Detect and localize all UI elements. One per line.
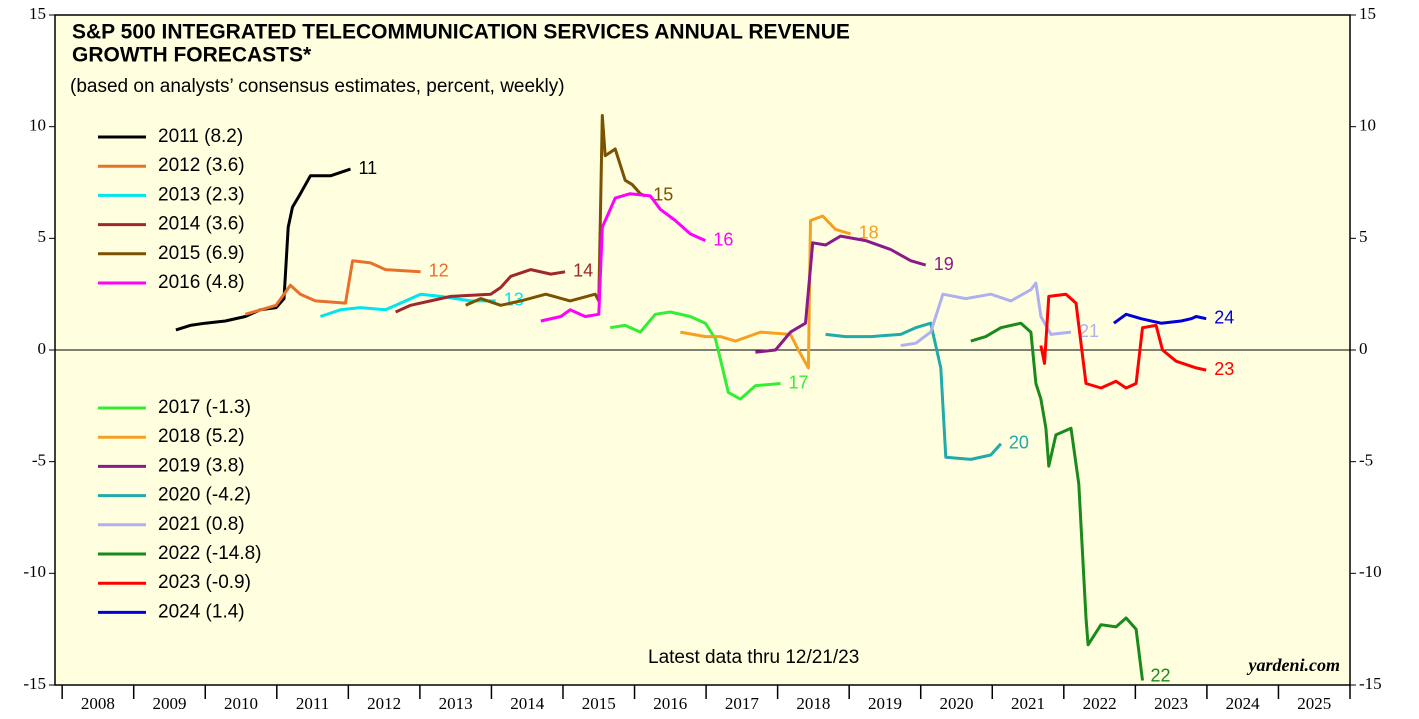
legend-label: 2019 (3.8)	[158, 455, 245, 476]
x-tick-label: 2011	[296, 694, 329, 713]
x-tick-label: 2013	[439, 694, 473, 713]
series-line	[825, 321, 1003, 461]
chart-title: GROWTH FORECASTS*	[72, 44, 312, 67]
legend-label: 2023 (-0.9)	[158, 572, 251, 593]
x-tick-label: 2010	[224, 694, 258, 713]
y2-tick-label: 10	[1359, 116, 1376, 135]
y-tick-label: 5	[38, 227, 47, 246]
end-label: 12	[429, 261, 449, 281]
series-line	[319, 292, 496, 318]
x-tick-label: 2014	[510, 694, 545, 713]
series-line	[394, 268, 566, 314]
x-tick-label: 2025	[1297, 694, 1331, 713]
legend-label: 2014 (3.6)	[158, 214, 245, 235]
y2-tick-label: 5	[1359, 227, 1368, 246]
x-tick-label: 2019	[868, 694, 902, 713]
legend-label: 2021 (0.8)	[158, 514, 245, 535]
y-tick-label: 15	[29, 4, 46, 23]
legend-label: 2011 (8.2)	[158, 126, 243, 147]
end-label: 23	[1214, 359, 1234, 379]
source: yardeni.com	[1247, 655, 1341, 675]
x-tick-label: 2024	[1226, 694, 1261, 713]
legend-label: 2017 (-1.3)	[158, 397, 251, 418]
legend-label: 2020 (-4.2)	[158, 485, 251, 506]
y2-tick-label: 0	[1359, 339, 1368, 358]
y2-tick-label: -10	[1359, 562, 1382, 581]
x-tick-label: 2017	[725, 694, 760, 713]
y-tick-label: 0	[38, 339, 47, 358]
series-line	[680, 214, 852, 370]
legend-label: 2012 (3.6)	[158, 155, 245, 176]
legend-label: 2022 (-14.8)	[158, 543, 262, 564]
end-label: 21	[1079, 321, 1099, 341]
end-label: 20	[1009, 433, 1029, 453]
series-line	[1113, 312, 1207, 325]
x-tick-label: 2016	[653, 694, 687, 713]
y-tick-label: -5	[32, 451, 46, 470]
y2-tick-label: 15	[1359, 4, 1376, 23]
series-line	[244, 259, 421, 316]
legend-label: 2018 (5.2)	[158, 426, 245, 447]
chart-title: S&P 500 INTEGRATED TELECOMMUNICATION SER…	[72, 21, 850, 44]
series-line	[540, 192, 707, 323]
end-label: 17	[788, 372, 808, 392]
series-line	[900, 281, 1072, 347]
x-tick-label: 2012	[367, 694, 401, 713]
x-tick-label: 2022	[1083, 694, 1117, 713]
x-tick-label: 2018	[796, 694, 830, 713]
legend-label: 2024 (1.4)	[158, 601, 245, 622]
y2-tick-label: -15	[1359, 674, 1382, 693]
y-tick-label: 10	[29, 116, 46, 135]
x-tick-label: 2008	[81, 694, 115, 713]
x-tick-label: 2020	[939, 694, 973, 713]
end-label: 22	[1151, 665, 1171, 685]
end-label: 15	[653, 185, 673, 205]
y2-tick-label: -5	[1359, 451, 1373, 470]
series-line	[1039, 292, 1207, 390]
end-label: 16	[713, 229, 733, 249]
y-tick-label: -15	[23, 674, 46, 693]
series-line	[755, 234, 927, 354]
x-tick-label: 2021	[1011, 694, 1045, 713]
series-line	[175, 167, 351, 332]
legend-label: 2016 (4.8)	[158, 272, 245, 293]
end-label: 11	[358, 158, 377, 178]
end-label: 18	[859, 223, 879, 243]
x-tick-label: 2015	[582, 694, 616, 713]
x-tick-label: 2009	[152, 694, 186, 713]
end-label: 19	[934, 254, 954, 274]
legend-label: 2015 (6.9)	[158, 243, 245, 264]
end-label: 14	[573, 261, 593, 281]
annotation: Latest data thru 12/21/23	[648, 647, 859, 668]
series-line	[970, 321, 1144, 681]
legend-label: 2013 (2.3)	[158, 184, 245, 205]
x-tick-label: 2023	[1154, 694, 1188, 713]
chart-subtitle: (based on analysts’ consensus estimates,…	[70, 76, 565, 97]
series-line	[609, 310, 781, 401]
y-tick-label: -10	[23, 562, 46, 581]
end-label: 24	[1214, 307, 1234, 327]
